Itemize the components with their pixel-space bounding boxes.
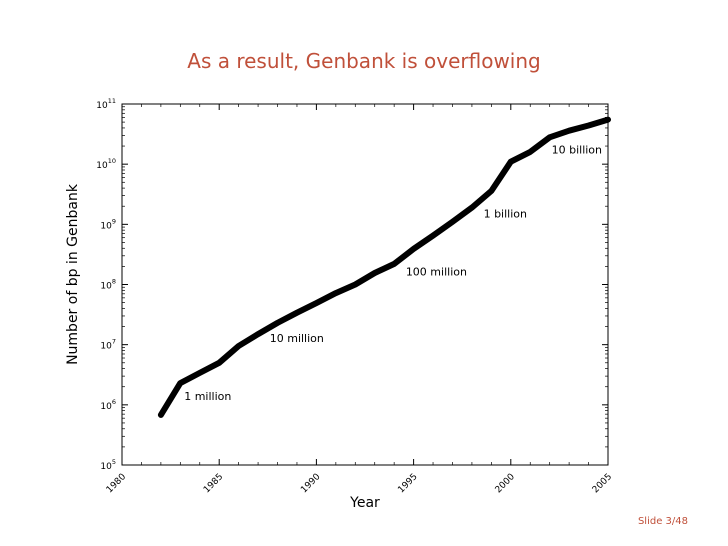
x-tick-label: 2005 <box>591 472 614 495</box>
slide-title: As a result, Genbank is overflowing <box>187 49 541 73</box>
y-tick-base: 10 <box>100 282 112 292</box>
plot-frame <box>121 103 609 466</box>
y-axis-label: Number of bp in Genbank <box>65 183 81 365</box>
y-tick-exponent: 9 <box>112 217 116 225</box>
y-tick-base: 10 <box>96 161 108 171</box>
y-tick-exponent: 6 <box>112 398 116 406</box>
y-tick-label: 1011 <box>96 97 116 111</box>
x-axis-label: Year <box>349 495 380 511</box>
x-tick-label: 2000 <box>494 472 517 495</box>
annotation-label: 10 billion <box>552 144 602 157</box>
y-tick-base: 10 <box>96 101 108 111</box>
annotation-label: 10 million <box>270 332 324 345</box>
series-group <box>157 116 611 418</box>
y-tick-exponent: 5 <box>112 458 116 466</box>
slide-footer-page: 3/48 <box>665 516 688 527</box>
y-tick-label: 107 <box>100 338 116 352</box>
series-line <box>157 116 611 418</box>
annotations-group: 1 million 10 million 100 million 1 billion 1… <box>184 144 602 403</box>
y-tick-exponent: 8 <box>112 278 116 286</box>
y-tick-exponent: 7 <box>112 338 116 346</box>
annotation-label: 1 million <box>184 390 231 403</box>
y-tick-base: 10 <box>100 221 112 231</box>
y-tick-base: 10 <box>100 402 112 412</box>
y-tick-exponent: 10 <box>108 157 116 165</box>
x-tick-label: 1985 <box>202 472 225 495</box>
y-tick-exponent: 11 <box>108 97 116 105</box>
y-tick-label: 1010 <box>96 157 116 171</box>
y-tick-label: 106 <box>100 398 116 412</box>
x-tick-label: 1995 <box>396 472 419 495</box>
slide-footer-prefix: Slide <box>637 516 663 527</box>
y-tick-base: 10 <box>100 342 112 352</box>
annotation-label: 1 billion <box>484 207 527 220</box>
slide-footer: Slide 3/48 <box>638 516 688 527</box>
y-tick-label: 105 <box>100 458 116 472</box>
annotation-label: 100 million <box>406 266 467 279</box>
y-tick-base: 10 <box>100 462 112 472</box>
x-tick-label: 1980 <box>105 472 128 495</box>
x-tick-label: 1990 <box>299 472 322 495</box>
y-tick-label: 109 <box>100 217 116 231</box>
y-tick-label: 108 <box>100 278 116 292</box>
x-axis-ticks: 1980 1985 1990 1995 2000 2005 <box>105 104 614 495</box>
